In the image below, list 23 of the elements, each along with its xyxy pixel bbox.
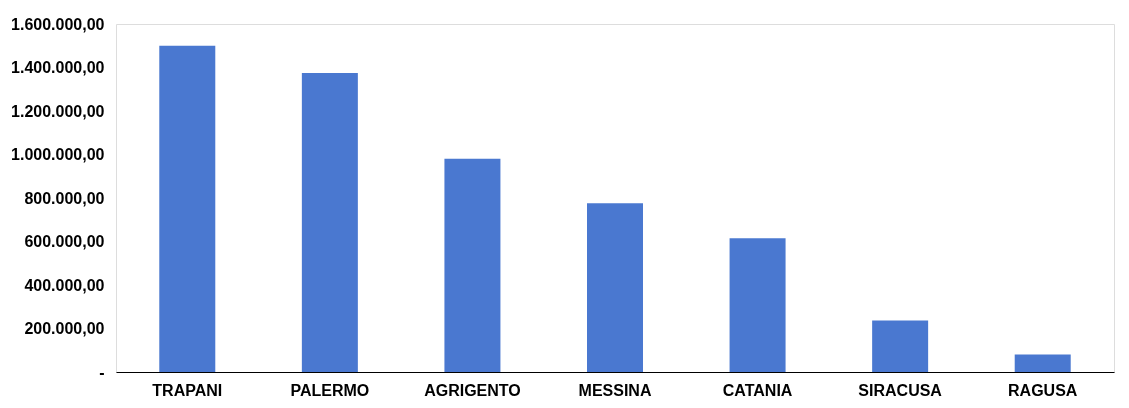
x-tick-label: AGRIGENTO xyxy=(424,381,521,399)
bar xyxy=(1014,354,1071,372)
x-tick-label: SIRACUSA xyxy=(858,381,943,399)
x-tick-label: TRAPANI xyxy=(152,381,223,399)
bar xyxy=(444,158,501,372)
y-tick-label: 400.000,00 xyxy=(24,276,105,294)
bar xyxy=(159,45,216,372)
bar xyxy=(587,203,643,372)
bar xyxy=(872,320,929,372)
y-tick-label: 1.000.000,00 xyxy=(11,146,105,163)
y-tick-label: 600.000,00 xyxy=(24,233,105,250)
y-tick-label: 1.200.000,00 xyxy=(11,102,105,120)
x-tick-label: CATANIA xyxy=(722,381,793,399)
x-tick-label: MESSINA xyxy=(578,381,652,399)
y-tick-label: - xyxy=(99,363,105,381)
bar xyxy=(729,238,786,372)
y-tick-label: 800.000,00 xyxy=(24,189,105,207)
x-tick-label: RAGUSA xyxy=(1008,381,1078,399)
bar xyxy=(301,72,358,372)
x-tick-label: PALERMO xyxy=(290,381,370,399)
y-tick-label: 200.000,00 xyxy=(24,320,105,337)
y-tick-label: 1.600.000,00 xyxy=(11,15,105,33)
y-tick-label: 1.400.000,00 xyxy=(11,59,105,76)
